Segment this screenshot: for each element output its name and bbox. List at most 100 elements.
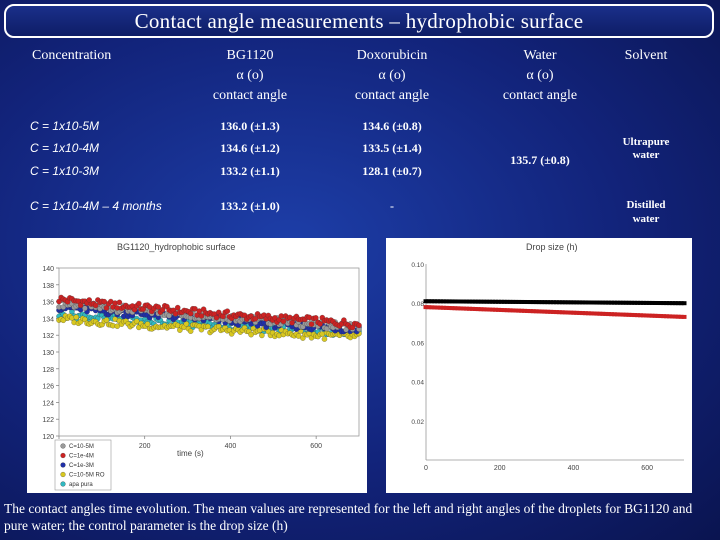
- chart2-point: [626, 312, 632, 317]
- chart2-point: [667, 301, 673, 306]
- chart2-point: [536, 309, 542, 314]
- chart2-point: [501, 308, 507, 313]
- chart2-point: [464, 299, 470, 304]
- chart2-point: [522, 308, 528, 313]
- chart2-point: [513, 299, 519, 304]
- chart2-point: [551, 309, 557, 314]
- chart2-point: [510, 299, 516, 304]
- chart2-point: [606, 300, 612, 305]
- chart1-ytick-label: 120: [42, 434, 54, 441]
- chart2-point: [577, 300, 583, 305]
- chart2-point: [600, 311, 606, 316]
- chart2-point: [481, 307, 487, 312]
- chart1-point: [205, 323, 211, 330]
- chart2-point: [600, 300, 606, 305]
- chart2-point: [469, 299, 475, 304]
- chart2-xtick-label: 0: [424, 465, 428, 472]
- contact-angle-chart: BG1120_hydrophobic surface 120 122 124 126 1…: [42, 242, 362, 491]
- row-1-doxorubicin: 134.6 (±0.8): [362, 119, 422, 133]
- chart2-point: [591, 300, 597, 305]
- chart2-point: [640, 313, 646, 318]
- chart1-legend-label: apa pura: [69, 482, 93, 488]
- header-dox-symbol: α (o): [378, 68, 406, 83]
- chart2-point: [632, 300, 638, 305]
- chart2-point: [498, 307, 504, 312]
- chart2-point: [519, 299, 525, 304]
- row-2-doxorubicin: 133.5 (±1.4): [362, 141, 422, 155]
- chart2-point: [585, 311, 591, 316]
- chart2-point: [649, 300, 655, 305]
- chart1-ytick-label: 132: [42, 333, 54, 340]
- chart1-legend-label: C=10-5M RO: [69, 473, 105, 479]
- solvent-distilled-line2: water: [632, 213, 660, 225]
- chart2-point: [553, 300, 559, 305]
- chart2-point: [551, 300, 557, 305]
- chart2-point: [527, 309, 533, 314]
- row-2-concentration: C = 1x10-4M: [30, 141, 100, 155]
- chart2-point: [466, 299, 472, 304]
- chart2-point: [458, 306, 464, 311]
- chart2-point: [478, 307, 484, 312]
- chart2-point: [559, 300, 565, 305]
- chart2-point: [652, 313, 658, 318]
- chart2-point: [490, 299, 496, 304]
- chart2-point: [487, 299, 493, 304]
- chart2-point: [498, 299, 504, 304]
- chart2-point: [524, 300, 530, 305]
- chart2-point: [649, 313, 655, 318]
- header-bg1120-name: BG1120: [226, 48, 274, 63]
- chart2-point: [658, 301, 664, 306]
- chart2-point: [548, 309, 554, 314]
- chart2-point: [609, 312, 615, 317]
- chart2-point: [516, 299, 522, 304]
- chart2-point: [574, 300, 580, 305]
- chart2-point: [539, 309, 545, 314]
- chart2-point: [426, 299, 432, 304]
- row-2-bg1120: 134.6 (±1.2): [220, 141, 280, 155]
- header-concentration: Concentration: [32, 46, 111, 66]
- chart1-point: [136, 300, 142, 307]
- chart1-point: [224, 308, 231, 314]
- solvent-ultrapure-line2: water: [632, 149, 660, 161]
- chart2-point: [585, 300, 591, 305]
- chart2-point: [443, 305, 449, 310]
- chart2-point: [562, 300, 568, 305]
- chart1-ytick-label: 128: [42, 367, 54, 374]
- chart2-point: [603, 300, 609, 305]
- header-doxorubicin: Doxorubicin α (o) contact angle: [332, 46, 452, 106]
- chart2-title: Drop size (h): [526, 242, 578, 252]
- chart2-point: [611, 300, 617, 305]
- chart1-point: [133, 318, 140, 324]
- chart2-point: [664, 301, 670, 306]
- chart2-point: [464, 306, 470, 311]
- chart2-point: [495, 299, 501, 304]
- chart2-point: [452, 299, 458, 304]
- chart2-point: [452, 306, 458, 311]
- chart2-point: [623, 300, 629, 305]
- chart2-xtick-label: 400: [568, 465, 580, 472]
- chart1-point: [259, 332, 265, 339]
- chart2-point: [466, 306, 472, 311]
- chart1-ytick-label: 122: [42, 417, 54, 424]
- chart2-ytick-label: 0.02: [411, 419, 424, 426]
- chart1-point: [198, 313, 205, 319]
- chart2-point: [580, 311, 586, 316]
- chart1-xtick-label: 200: [139, 443, 151, 450]
- header-dox-unit: contact angle: [354, 88, 430, 103]
- chart2-point: [643, 313, 649, 318]
- chart2-point: [672, 314, 678, 319]
- chart2-point: [461, 306, 467, 311]
- chart1-plot-frame: [58, 267, 360, 437]
- slide-caption: The contact angles time evolution. The m…: [4, 501, 693, 533]
- chart1-legend-label: C=1e-4M: [69, 454, 94, 460]
- chart1-legend-marker: [60, 462, 66, 468]
- chart1-point: [252, 315, 259, 322]
- chart1-point: [174, 304, 181, 311]
- chart2-point: [533, 309, 539, 314]
- chart2-point: [574, 310, 580, 315]
- chart2-point: [597, 311, 603, 316]
- slide-title: Contact angle measurements – hydrophobic…: [134, 8, 584, 33]
- chart2-point: [565, 310, 571, 315]
- chart2-point: [440, 305, 446, 310]
- chart2-point: [449, 306, 455, 311]
